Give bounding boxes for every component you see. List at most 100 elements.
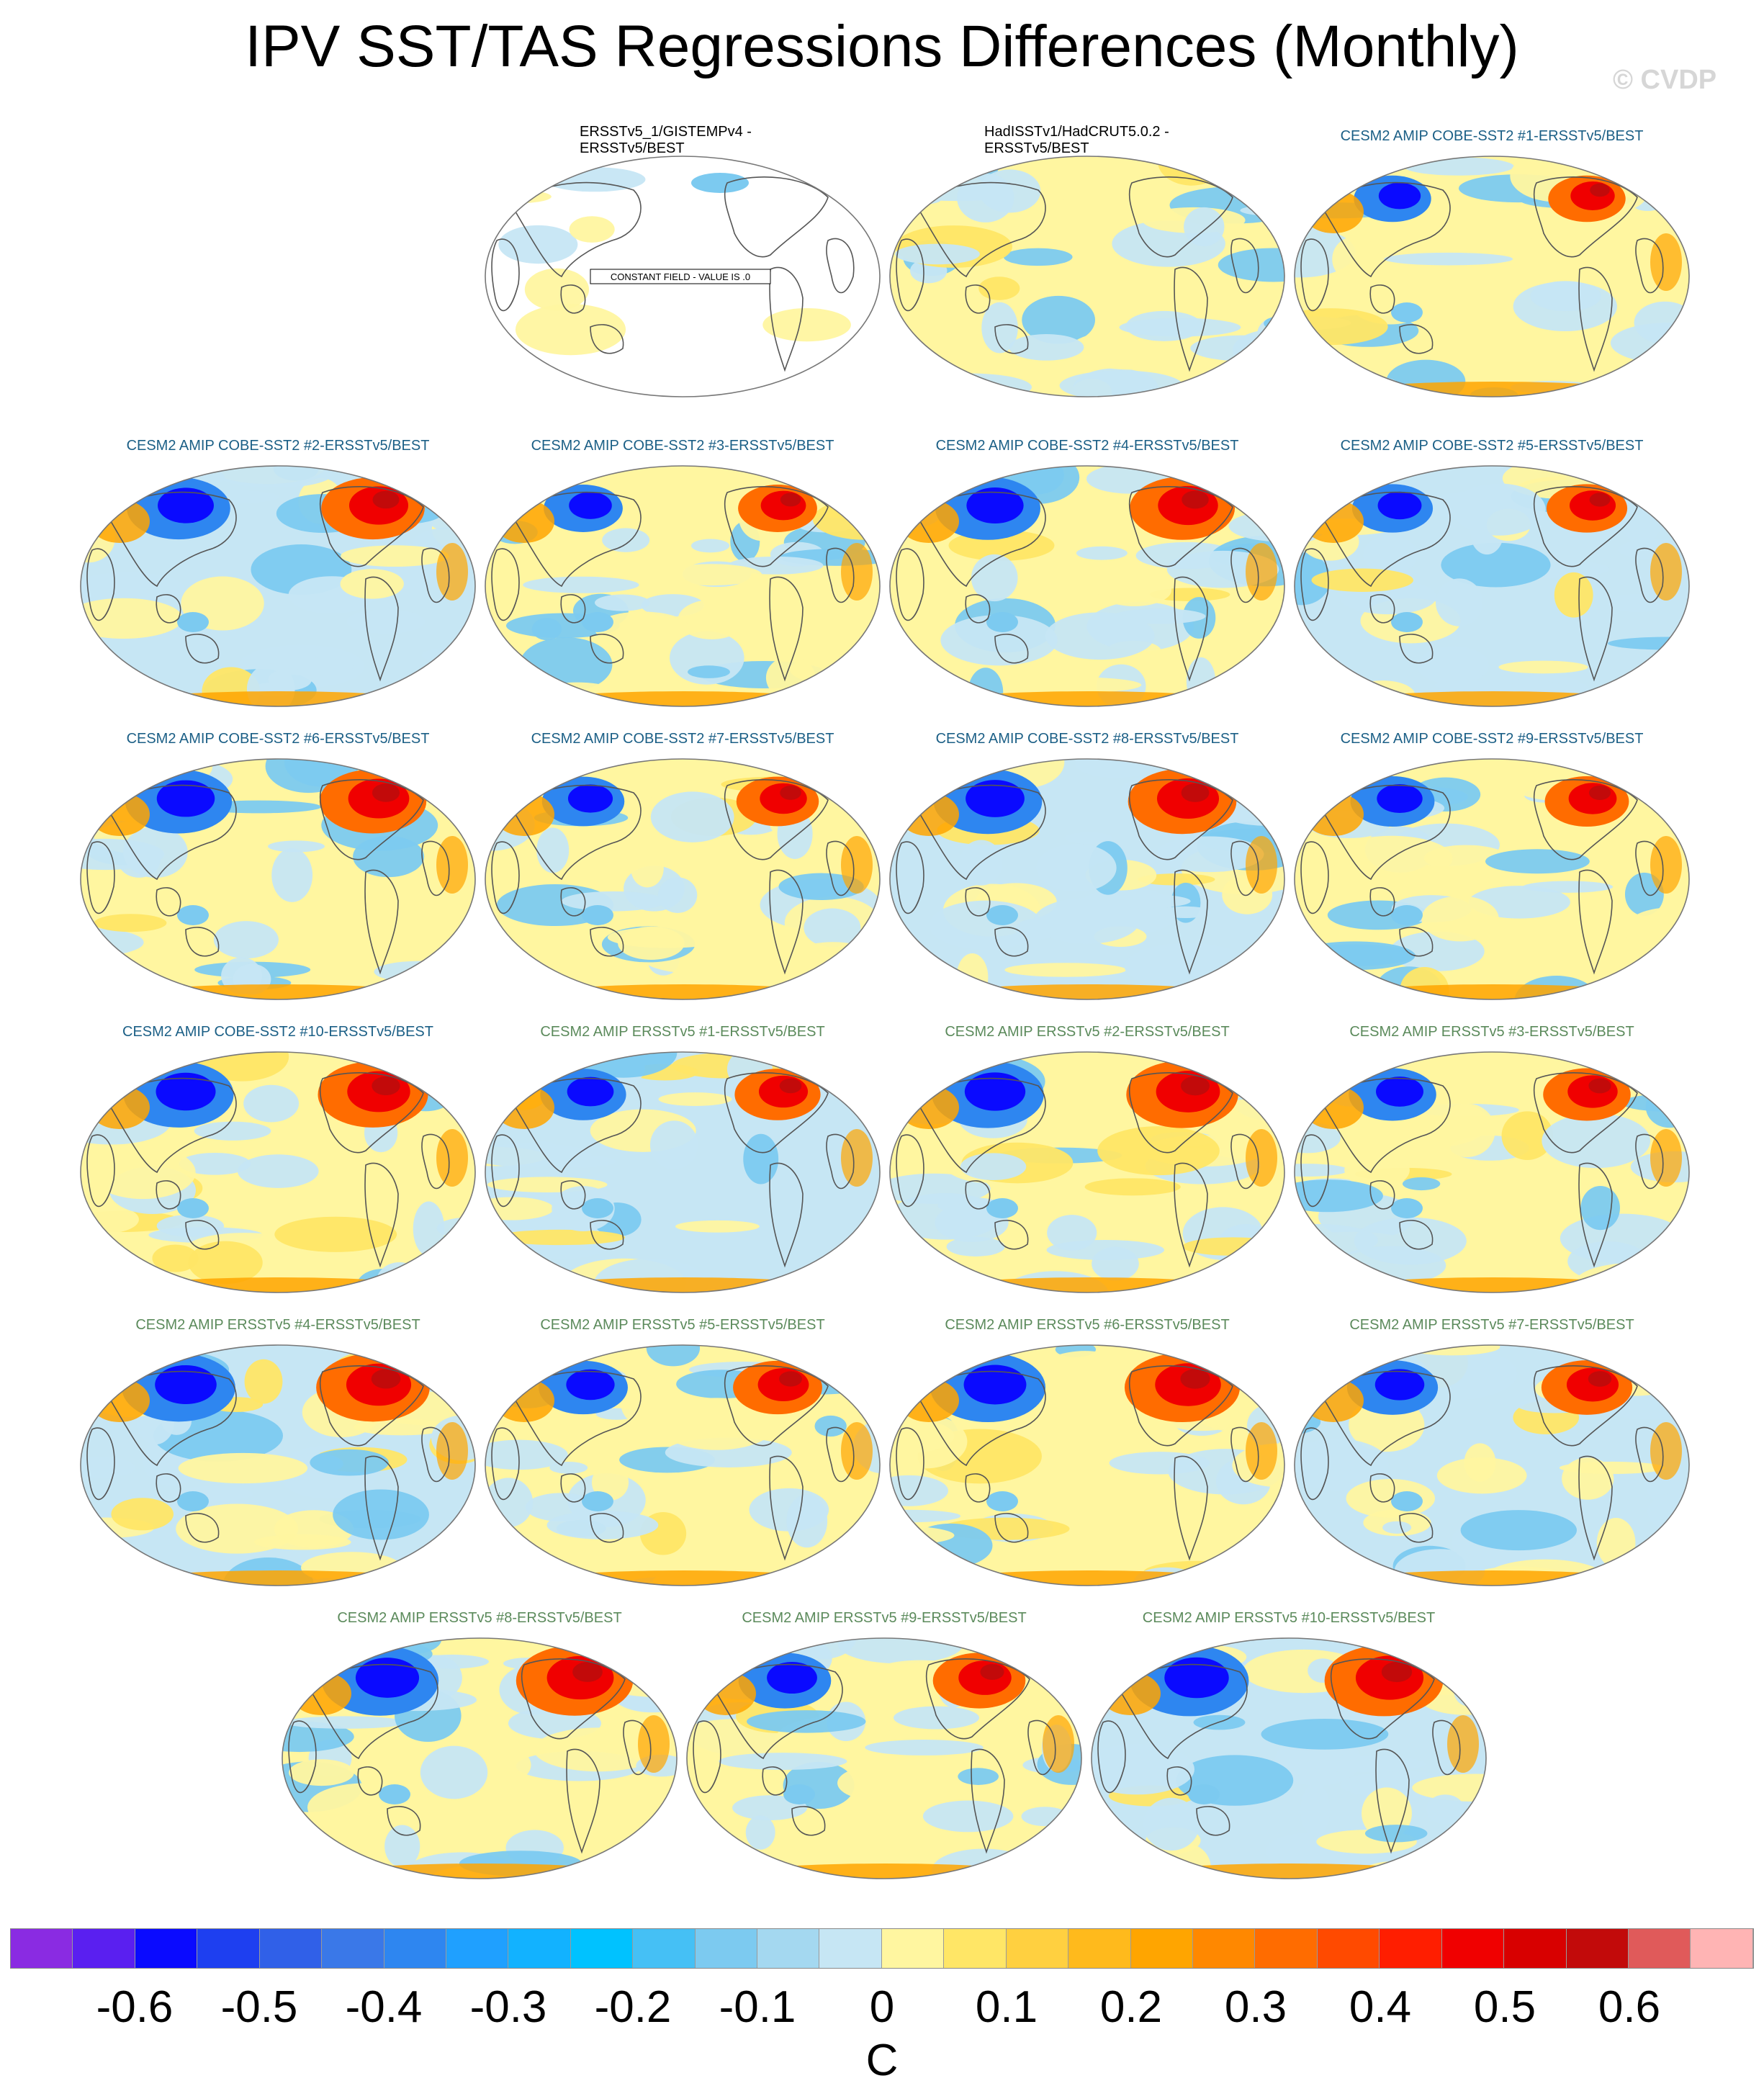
colorbar-swatch xyxy=(446,1929,509,1968)
colorbar-tick-label: -0.5 xyxy=(220,1982,298,2032)
colorbar-swatch xyxy=(73,1929,135,1968)
colorbar-tick-label: 0.6 xyxy=(1598,1982,1661,2032)
colorbar-swatch xyxy=(944,1929,1007,1968)
map-panel: CESM2 AMIP ERSSTv5 #2-ERSSTv5/BEST xyxy=(887,1024,1287,1312)
map-panel: CESM2 AMIP COBE-SST2 #6-ERSSTv5/BEST xyxy=(78,731,478,1019)
colorbar-swatch xyxy=(1130,1929,1194,1968)
panel-title: CESM2 AMIP ERSSTv5 #4-ERSSTv5/BEST xyxy=(135,1317,420,1333)
colorbar-swatch xyxy=(757,1929,820,1968)
colorbar-swatch xyxy=(1691,1929,1753,1968)
colorbar-swatch xyxy=(11,1929,73,1968)
map-panel: CESM2 AMIP COBE-SST2 #9-ERSSTv5/BEST xyxy=(1292,731,1692,1019)
map-globe: CONSTANT FIELD - VALUE IS .0 xyxy=(485,156,881,397)
map-panel: HadISSTv1/HadCRUT5.0.2 - ERSSTv5/BEST xyxy=(887,124,1287,416)
map-globe xyxy=(889,1344,1285,1586)
map-panel: CESM2 AMIP ERSSTv5 #5-ERSSTv5/BEST xyxy=(482,1317,883,1605)
panel-title: CESM2 AMIP COBE-SST2 #6-ERSSTv5/BEST xyxy=(126,731,430,747)
panel-title: CESM2 AMIP COBE-SST2 #3-ERSSTv5/BEST xyxy=(531,438,834,454)
panel-title: CESM2 AMIP ERSSTv5 #1-ERSSTv5/BEST xyxy=(540,1024,825,1040)
map-panel: CESM2 AMIP COBE-SST2 #3-ERSSTv5/BEST xyxy=(482,438,883,726)
map-globe xyxy=(80,758,476,1000)
colorbar-tick-label: -0.3 xyxy=(469,1982,547,2032)
colorbar-tick-label: 0.4 xyxy=(1349,1982,1412,2032)
colorbar-swatch xyxy=(881,1929,945,1968)
panel-title: CESM2 AMIP COBE-SST2 #8-ERSSTv5/BEST xyxy=(935,731,1239,747)
colorbar-swatch xyxy=(508,1929,571,1968)
map-panel: CESM2 AMIP ERSSTv5 #6-ERSSTv5/BEST xyxy=(887,1317,1287,1605)
map-panel: ERSSTv5_1/GISTEMPv4 - ERSSTv5/BEST CONSTA… xyxy=(482,124,883,416)
map-globe xyxy=(889,465,1285,707)
colorbar-swatch xyxy=(259,1929,323,1968)
colorbar-swatch xyxy=(633,1929,696,1968)
map-globe xyxy=(485,758,881,1000)
panel-title: CESM2 AMIP COBE-SST2 #5-ERSSTv5/BEST xyxy=(1340,438,1644,454)
panel-title: CESM2 AMIP ERSSTv5 #8-ERSSTv5/BEST xyxy=(337,1610,622,1626)
map-panel: CESM2 AMIP ERSSTv5 #7-ERSSTv5/BEST xyxy=(1292,1317,1692,1605)
map-globe xyxy=(889,1051,1285,1293)
colorbar-swatch xyxy=(819,1929,882,1968)
colorbar xyxy=(10,1928,1754,1969)
panel-title: CESM2 AMIP COBE-SST2 #9-ERSSTv5/BEST xyxy=(1340,731,1644,747)
panel-title: CESM2 AMIP COBE-SST2 #4-ERSSTv5/BEST xyxy=(935,438,1239,454)
map-globe xyxy=(485,1344,881,1586)
map-panel: CESM2 AMIP ERSSTv5 #8-ERSSTv5/BEST xyxy=(279,1610,680,1898)
panel-title: CESM2 AMIP ERSSTv5 #2-ERSSTv5/BEST xyxy=(945,1024,1230,1040)
map-panel: CESM2 AMIP COBE-SST2 #2-ERSSTv5/BEST xyxy=(78,438,478,726)
map-panel: CESM2 AMIP ERSSTv5 #1-ERSSTv5/BEST xyxy=(482,1024,883,1312)
panel-title: CESM2 AMIP COBE-SST2 #1-ERSSTv5/BEST xyxy=(1340,128,1644,144)
colorbar-swatch xyxy=(1504,1929,1567,1968)
constant-field-note: CONSTANT FIELD - VALUE IS .0 xyxy=(611,271,750,282)
colorbar-tick-label: 0.2 xyxy=(1099,1982,1163,2032)
panel-title: CESM2 AMIP ERSSTv5 #6-ERSSTv5/BEST xyxy=(945,1317,1230,1333)
map-panel: CESM2 AMIP ERSSTv5 #3-ERSSTv5/BEST xyxy=(1292,1024,1692,1312)
colorbar-swatch xyxy=(135,1929,198,1968)
map-globe xyxy=(80,465,476,707)
figure-title: IPV SST/TAS Regressions Differences (Mon… xyxy=(245,14,1519,79)
map-globe xyxy=(889,758,1285,1000)
map-panel: CESM2 AMIP ERSSTv5 #9-ERSSTv5/BEST xyxy=(684,1610,1084,1898)
map-globe xyxy=(1091,1637,1487,1879)
colorbar-tick-label: 0.3 xyxy=(1224,1982,1287,2032)
colorbar-swatch xyxy=(1255,1929,1318,1968)
map-globe xyxy=(1294,1344,1690,1586)
panel-title: CESM2 AMIP ERSSTv5 #9-ERSSTv5/BEST xyxy=(742,1610,1027,1626)
colorbar-swatch xyxy=(384,1929,446,1968)
map-globe xyxy=(282,1637,678,1879)
colorbar-tick-label: 0 xyxy=(869,1982,895,2032)
colorbar-swatch xyxy=(1566,1929,1629,1968)
map-globe xyxy=(485,465,881,707)
map-panel: CESM2 AMIP ERSSTv5 #10-ERSSTv5/BEST xyxy=(1089,1610,1489,1898)
colorbar-swatch xyxy=(1441,1929,1505,1968)
colorbar-tick-label: -0.1 xyxy=(719,1982,796,2032)
colorbar-swatch xyxy=(1317,1929,1380,1968)
map-globe xyxy=(1294,156,1690,397)
map-globe xyxy=(80,1051,476,1293)
map-globe xyxy=(485,1051,881,1293)
colorbar-tick-label: 0.1 xyxy=(975,1982,1038,2032)
colorbar-unit: C xyxy=(865,2036,899,2085)
colorbar-tick-label: -0.2 xyxy=(594,1982,672,2032)
colorbar-tick-label: -0.6 xyxy=(96,1982,174,2032)
colorbar-swatch xyxy=(1380,1929,1442,1968)
map-globe xyxy=(80,1344,476,1586)
panel-title: CESM2 AMIP ERSSTv5 #10-ERSSTv5/BEST xyxy=(1142,1610,1436,1626)
colorbar-swatch xyxy=(1006,1929,1069,1968)
panel-title: CESM2 AMIP ERSSTv5 #3-ERSSTv5/BEST xyxy=(1349,1024,1634,1040)
panel-title: HadISSTv1/HadCRUT5.0.2 - ERSSTv5/BEST xyxy=(984,124,1169,156)
watermark: © CVDP xyxy=(1613,65,1717,95)
map-panel: CESM2 AMIP ERSSTv5 #4-ERSSTv5/BEST xyxy=(78,1317,478,1605)
map-globe xyxy=(889,156,1285,397)
colorbar-swatch xyxy=(1193,1929,1256,1968)
colorbar-swatch xyxy=(695,1929,758,1968)
colorbar-swatch xyxy=(1068,1929,1131,1968)
map-panel: CESM2 AMIP COBE-SST2 #4-ERSSTv5/BEST xyxy=(887,438,1287,726)
panel-title: CESM2 AMIP COBE-SST2 #10-ERSSTv5/BEST xyxy=(122,1024,433,1040)
map-globe xyxy=(1294,1051,1690,1293)
map-panel: CESM2 AMIP COBE-SST2 #10-ERSSTv5/BEST xyxy=(78,1024,478,1312)
colorbar-tick-label: -0.4 xyxy=(345,1982,423,2032)
panel-title: CESM2 AMIP ERSSTv5 #5-ERSSTv5/BEST xyxy=(540,1317,825,1333)
panel-title: CESM2 AMIP COBE-SST2 #2-ERSSTv5/BEST xyxy=(126,438,430,454)
map-panel: CESM2 AMIP COBE-SST2 #1-ERSSTv5/BEST xyxy=(1292,128,1692,416)
map-globe xyxy=(1294,758,1690,1000)
